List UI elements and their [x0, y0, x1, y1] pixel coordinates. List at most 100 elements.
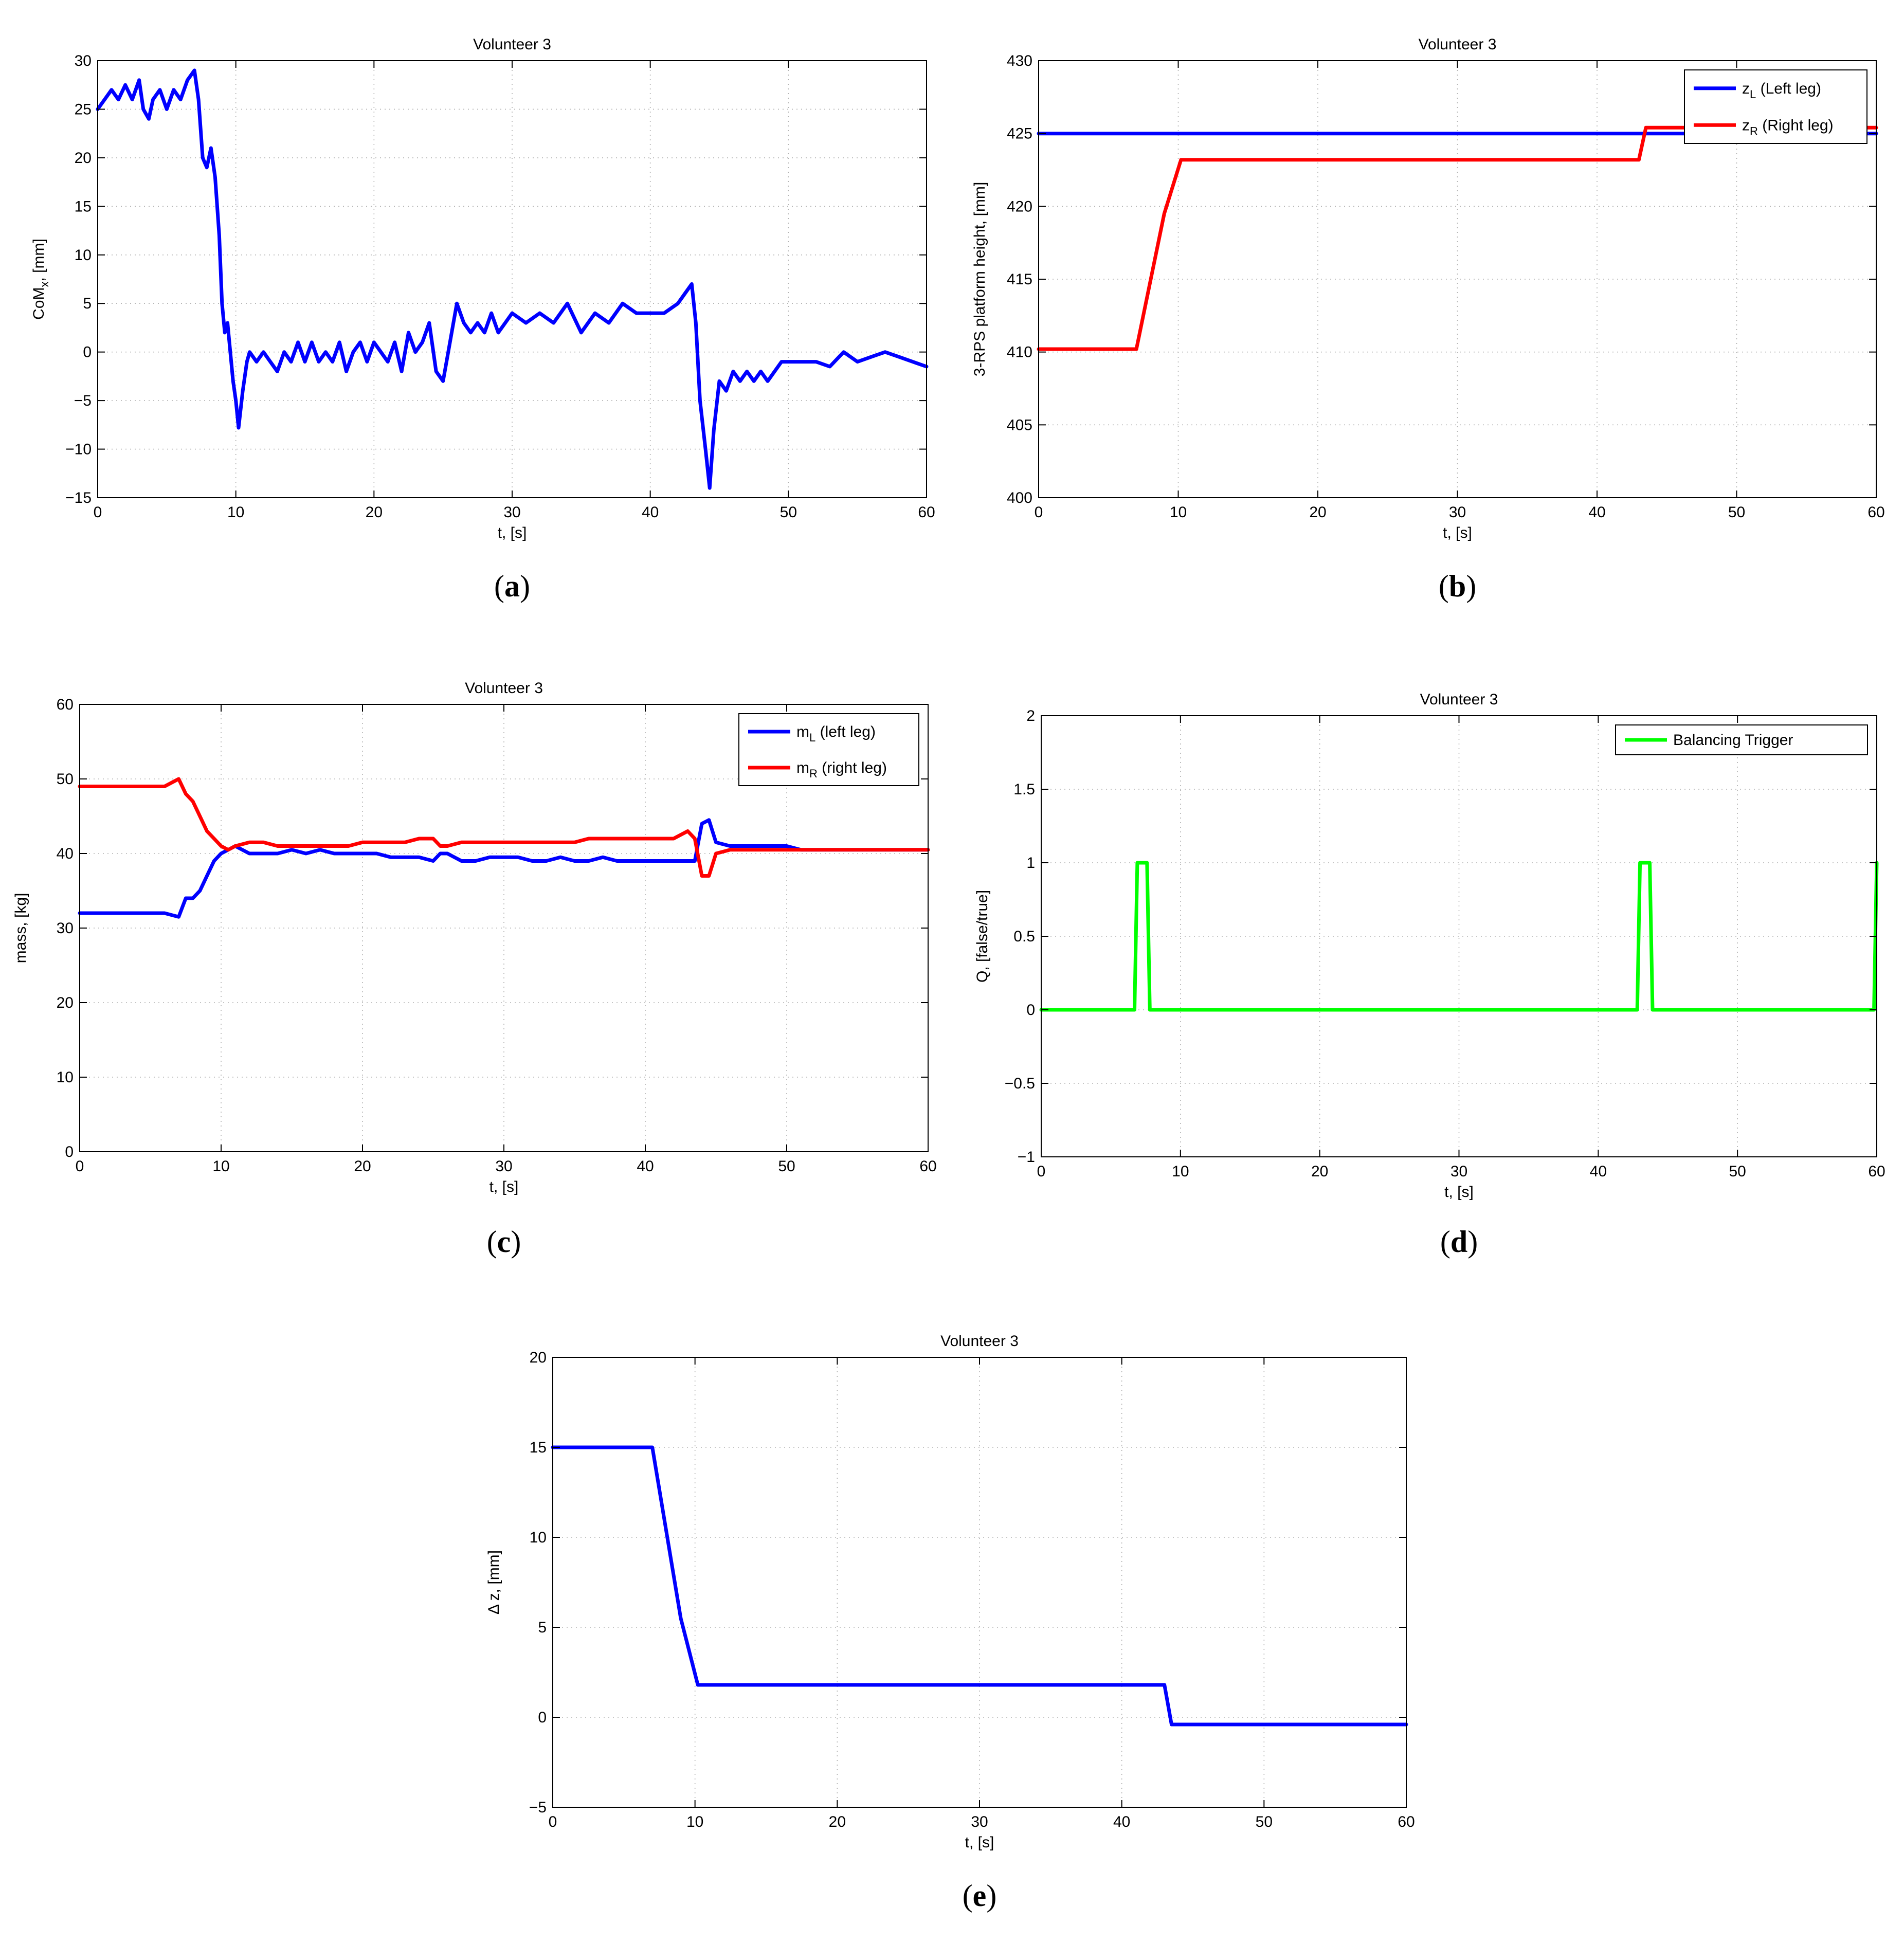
- x-axis-label: t, [s]: [489, 1178, 519, 1195]
- y-axis-label: Q, [false/true]: [974, 890, 991, 983]
- y-tick-label: 5: [538, 1619, 547, 1636]
- chart-a: 0 10 20 30 40 50 60 −15 −10 −5 0 5 10 15 20 25 30 Volunte…: [30, 36, 935, 603]
- y-tick-label: 0: [1026, 1002, 1035, 1019]
- legend: zL (Left leg) zR (Right leg): [1684, 69, 1867, 144]
- plot-area: [553, 1357, 1406, 1807]
- y-axis-label: mass, [kg]: [12, 893, 29, 964]
- x-tick-label: 10: [227, 504, 244, 521]
- x-tick-label: 30: [495, 1158, 512, 1175]
- y-tick-label: 30: [75, 52, 92, 69]
- panel-caption: (d): [1440, 1225, 1478, 1259]
- x-tick-label: 30: [503, 504, 520, 521]
- panel-caption: (a): [494, 569, 530, 603]
- x-tick-label: 20: [1309, 504, 1326, 521]
- y-tick-label: 405: [1007, 416, 1032, 433]
- x-tick-label: 50: [1728, 504, 1745, 521]
- legend-label: Balancing Trigger: [1673, 732, 1793, 749]
- legend-label: zR (Right leg): [1742, 117, 1834, 137]
- legend-label: zL (Left leg): [1742, 80, 1821, 101]
- x-tick-label: 20: [1311, 1163, 1328, 1180]
- chart-title: Volunteer 3: [465, 680, 543, 697]
- panel-caption: (c): [487, 1225, 521, 1259]
- grid: [98, 61, 927, 498]
- y-axis-label: Δ z, [mm]: [485, 1550, 502, 1614]
- y-tick-label: 10: [75, 247, 92, 264]
- y-tick-label: 0.5: [1013, 928, 1035, 945]
- x-tick-label: 0: [1035, 504, 1043, 521]
- x-axis-label: t, [s]: [1443, 524, 1472, 541]
- x-tick-label: 0: [549, 1813, 557, 1830]
- y-tick-label: 50: [57, 771, 74, 788]
- x-axis-label: t, [s]: [498, 524, 527, 541]
- chart-title: Volunteer 3: [473, 36, 551, 53]
- panel-caption: (b): [1439, 569, 1476, 603]
- x-tick-label: 60: [919, 1158, 936, 1175]
- x-tick-label: 40: [637, 1158, 654, 1175]
- y-tick-label: 5: [83, 295, 92, 312]
- y-axis-label: 3-RPS platform height, [mm]: [971, 182, 988, 376]
- legend: Balancing Trigger: [1615, 724, 1868, 755]
- x-axis-label: t, [s]: [1444, 1184, 1474, 1201]
- x-tick-label: 50: [1729, 1163, 1746, 1180]
- y-tick-label: 420: [1007, 198, 1032, 215]
- x-axis-label: t, [s]: [965, 1834, 994, 1851]
- y-tick-label: 20: [57, 994, 74, 1011]
- series-line-z-r: [1037, 125, 1878, 351]
- chart-d: 0 10 20 30 40 50 60 −1 −0.5 0 0.5 1 1.5 2 Volunteer 3 t…: [974, 691, 1885, 1259]
- y-axis-label: CoMx, [mm]: [30, 239, 51, 320]
- legend: mL (left leg) mR (right leg): [738, 713, 919, 786]
- x-tick-label: 0: [1037, 1163, 1046, 1180]
- series-line-com-x: [96, 68, 929, 490]
- y-tick-label: 20: [530, 1349, 547, 1366]
- x-tick-label: 10: [686, 1813, 703, 1830]
- x-tick-label: 40: [1588, 504, 1605, 521]
- y-tick-label: −5: [529, 1799, 547, 1816]
- y-tick-label: 1: [1026, 855, 1035, 871]
- chart-title: Volunteer 3: [1419, 36, 1497, 53]
- x-tick-label: 10: [1172, 1163, 1189, 1180]
- y-tick-label: −15: [65, 489, 92, 506]
- grid: [553, 1357, 1406, 1807]
- x-tick-label: 50: [778, 1158, 795, 1175]
- legend-label: mR (right leg): [796, 759, 887, 780]
- y-tick-label: 15: [530, 1439, 547, 1456]
- x-tick-label: 30: [1449, 504, 1466, 521]
- y-tick-label: 0: [83, 344, 92, 361]
- x-tick-label: 60: [1398, 1813, 1415, 1830]
- chart-title: Volunteer 3: [940, 1333, 1019, 1350]
- y-tick-label: 10: [57, 1069, 74, 1086]
- y-tick-label: −1: [1018, 1149, 1035, 1166]
- chart-c: 0 10 20 30 40 50 60 0 10 20 30 40 50 60 Volunteer 3 t, …: [12, 680, 937, 1259]
- series-line-m-r: [78, 777, 930, 878]
- x-tick-label: 0: [76, 1158, 84, 1175]
- x-tick-label: 40: [1113, 1813, 1130, 1830]
- x-tick-label: 10: [212, 1158, 229, 1175]
- series-line-delta-z: [551, 1445, 1408, 1727]
- y-tick-label: 2: [1026, 707, 1035, 724]
- y-tick-label: 40: [57, 845, 74, 862]
- x-tick-label: 20: [829, 1813, 846, 1830]
- x-tick-label: 50: [780, 504, 797, 521]
- x-tick-label: 60: [918, 504, 935, 521]
- legend-box: [738, 713, 919, 786]
- x-tick-label: 40: [1590, 1163, 1607, 1180]
- y-tick-label: 400: [1007, 489, 1032, 506]
- y-tick-label: 30: [57, 920, 74, 937]
- x-tick-label: 0: [94, 504, 102, 521]
- x-tick-label: 50: [1256, 1813, 1273, 1830]
- legend-box: [1684, 69, 1867, 144]
- y-tick-label: 0: [538, 1709, 547, 1726]
- x-tick-label: 20: [354, 1158, 371, 1175]
- legend-label: mL (left leg): [796, 723, 876, 744]
- panel-caption: (e): [963, 1879, 997, 1913]
- y-tick-label: 0: [65, 1143, 74, 1160]
- y-tick-label: −5: [74, 392, 92, 409]
- chart-b: 0 10 20 30 40 50 60 400 405 410 415 420 425 430 Volunt…: [971, 36, 1885, 603]
- x-tick-label: 60: [1868, 1163, 1885, 1180]
- y-tick-label: 430: [1007, 52, 1032, 69]
- series-line-balancing-trigger: [1039, 861, 1879, 1012]
- y-tick-label: 410: [1007, 344, 1032, 361]
- x-tick-label: 20: [366, 504, 383, 521]
- y-tick-label: −0.5: [1005, 1075, 1035, 1092]
